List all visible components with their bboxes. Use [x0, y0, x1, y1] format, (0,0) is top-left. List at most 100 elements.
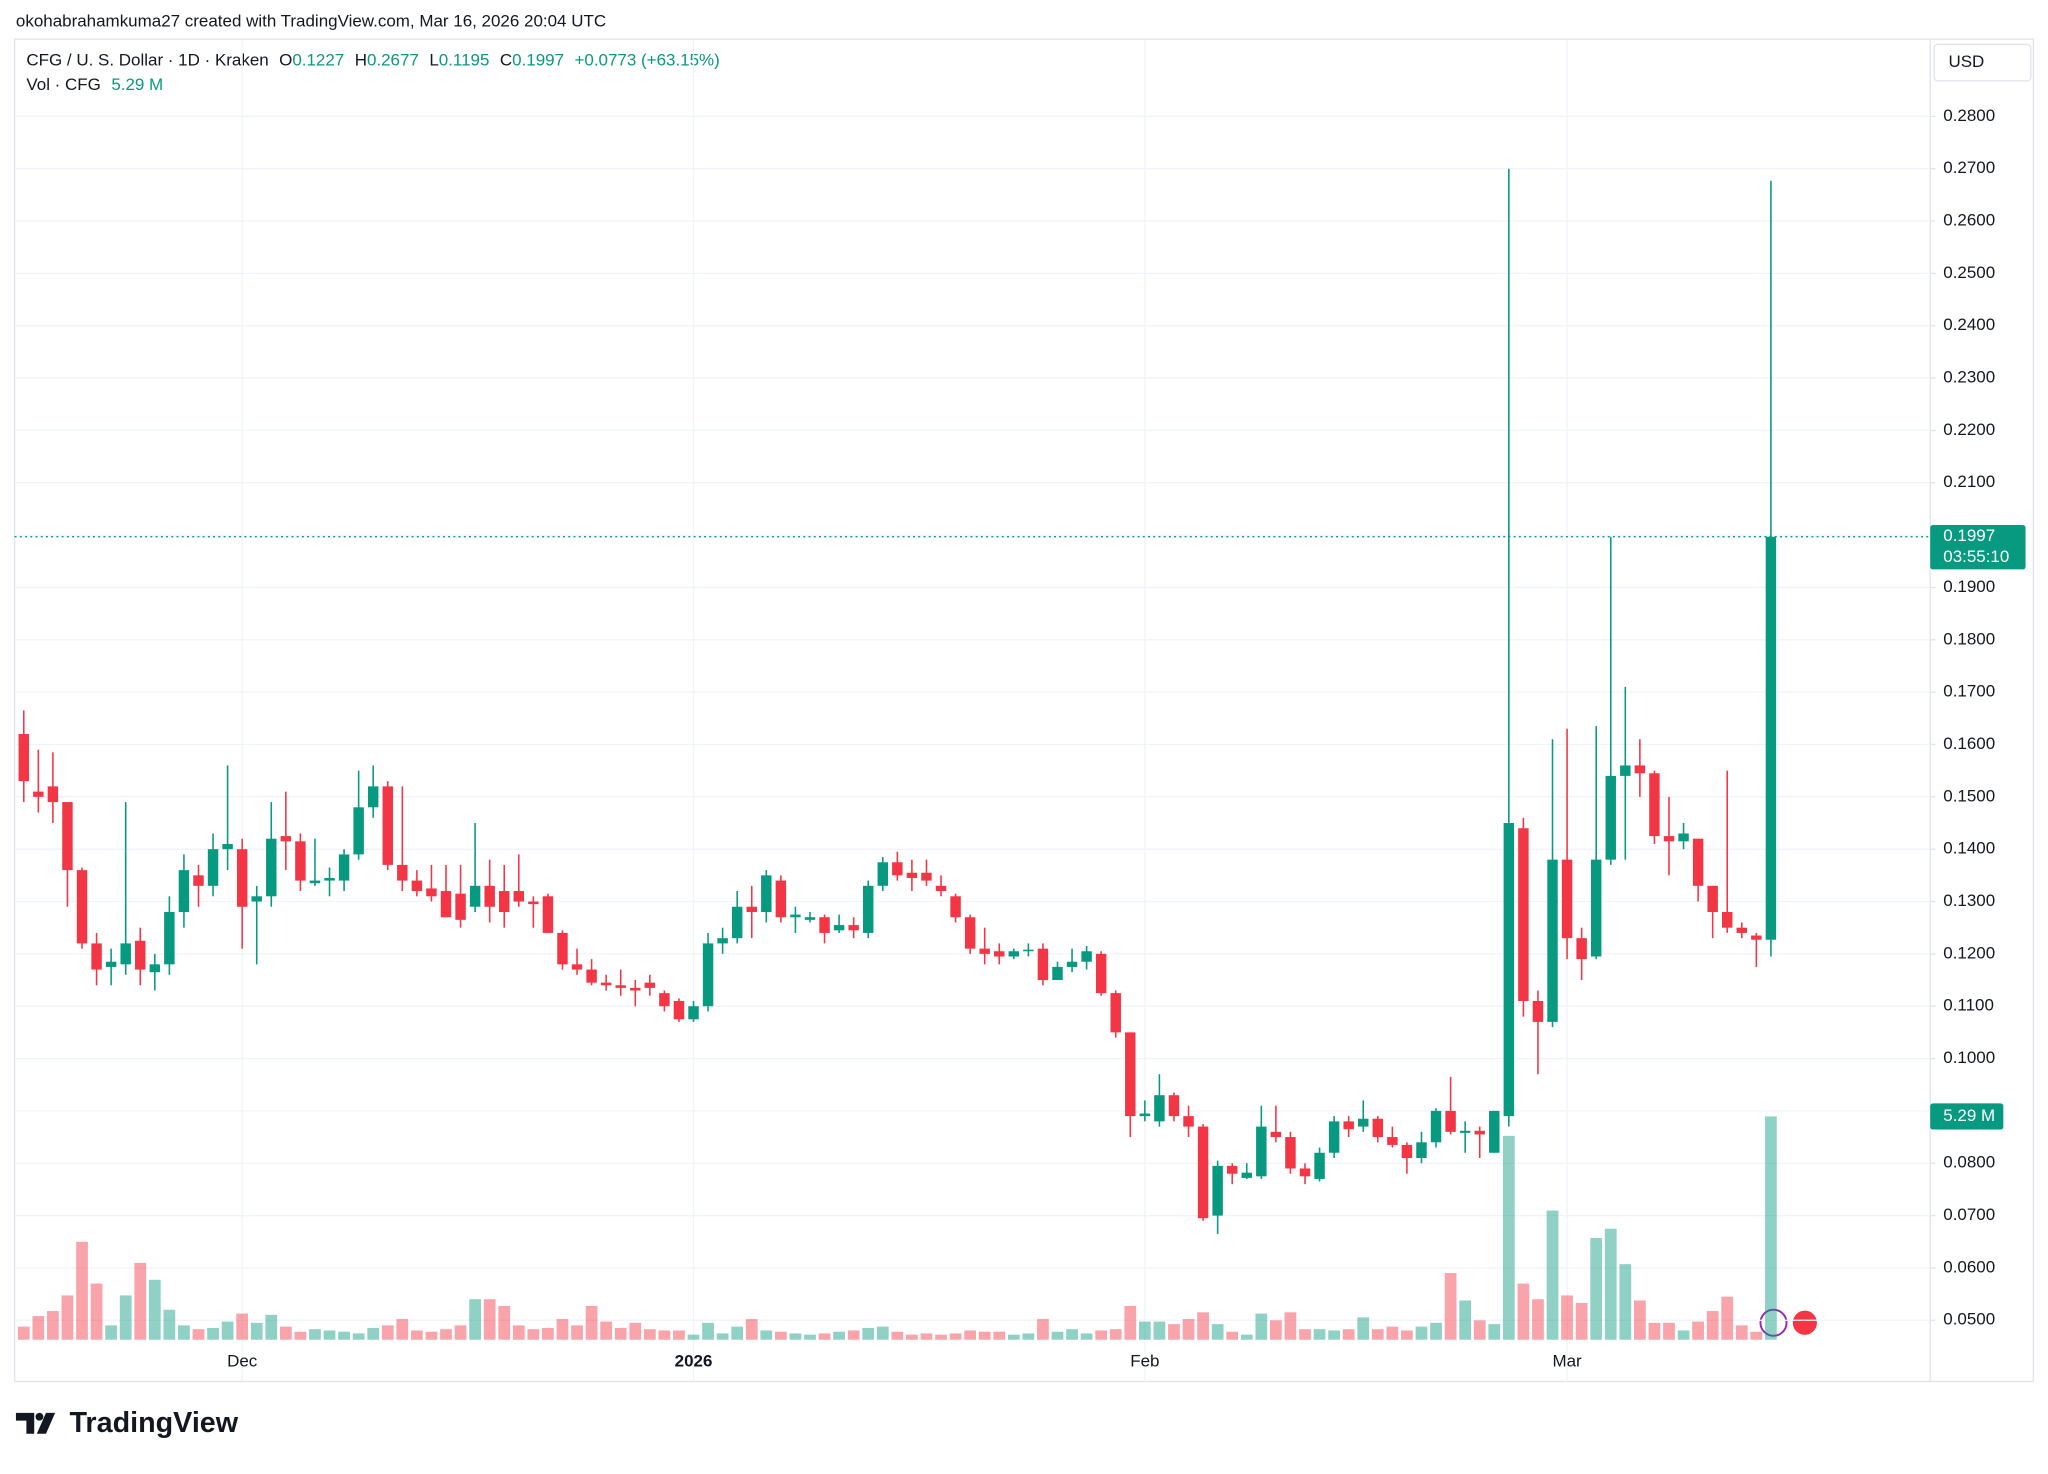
high-value: 0.2677	[367, 51, 419, 70]
candle-body	[921, 872, 932, 881]
ohlc-letter: C	[500, 51, 512, 70]
x-tick-label: Mar	[1552, 1351, 1582, 1370]
candle-body	[120, 943, 131, 965]
candle-body	[397, 864, 408, 881]
candle-body	[455, 893, 466, 920]
volume-bar	[804, 1334, 816, 1340]
volume-bar	[294, 1331, 307, 1340]
candle-body	[1066, 961, 1078, 967]
low-value: 0.1195	[439, 51, 490, 70]
volume-bar	[993, 1331, 1006, 1340]
candle-body	[848, 925, 859, 931]
volume-bar	[47, 1311, 59, 1340]
candle-body	[193, 875, 204, 886]
candle-body	[702, 943, 714, 1007]
candle-body	[1576, 938, 1587, 960]
volume-bar	[309, 1329, 321, 1340]
volume-value: 5.29 M	[111, 76, 163, 95]
volume-bar	[90, 1283, 103, 1340]
volume-bar	[396, 1319, 409, 1340]
volume-bar	[1211, 1324, 1224, 1340]
candle-body	[790, 914, 801, 918]
y-tick-label: 0.2800	[1943, 106, 1995, 125]
last-price-label: 0.1997	[1943, 526, 1995, 545]
volume-bar	[221, 1321, 234, 1340]
volume-bar	[760, 1330, 773, 1340]
logo-text: TradingView	[69, 1407, 238, 1439]
event-icon[interactable]	[1759, 1308, 1788, 1337]
volume-bar	[411, 1330, 423, 1340]
candle-body	[47, 786, 59, 803]
volume-bar	[148, 1279, 161, 1340]
candle-body	[280, 836, 292, 842]
candle-body	[1751, 935, 1762, 940]
y-tick-label: 0.1600	[1943, 734, 1995, 753]
candle-body	[673, 1000, 685, 1020]
volume-bar	[1095, 1330, 1108, 1340]
volume-bar	[585, 1305, 598, 1340]
volume-bar	[1750, 1331, 1763, 1340]
candle-body	[1503, 823, 1515, 1117]
legend-main: CFG / U. S. Dollar · 1D · Kraken O0.1227 H…	[26, 51, 719, 70]
candle-body	[746, 906, 757, 912]
y-tick-label: 0.0500	[1943, 1310, 1995, 1329]
candle-body	[1241, 1172, 1252, 1178]
volume-bar	[32, 1316, 45, 1340]
volume-bar	[1517, 1283, 1530, 1340]
volume-bar	[1182, 1319, 1195, 1340]
volume-bar	[381, 1325, 394, 1340]
y-tick-label: 0.2400	[1943, 315, 1995, 334]
candle-body	[1110, 993, 1121, 1033]
volume-bar	[1138, 1321, 1151, 1340]
candle-body	[1678, 833, 1689, 842]
candle-body	[1736, 927, 1748, 933]
y-tick-label: 0.2100	[1943, 472, 1995, 491]
candle-body	[1722, 911, 1733, 928]
volume-bar	[279, 1326, 292, 1340]
candle-body	[1561, 859, 1573, 939]
candle-body	[207, 849, 219, 886]
y-tick-label: 0.1400	[1943, 839, 1995, 858]
volume-bar	[731, 1326, 744, 1340]
candle-body	[935, 885, 947, 892]
candle-body	[236, 849, 248, 907]
ohlc-letter: L	[429, 51, 438, 70]
candle-body	[499, 891, 510, 912]
candle-body	[804, 917, 816, 920]
candle-body	[440, 891, 452, 918]
volume-bar	[1313, 1329, 1326, 1340]
volume-bar	[469, 1299, 481, 1340]
volume-bar	[1735, 1325, 1748, 1340]
chart-frame	[13, 38, 2035, 1383]
volume-bar	[1328, 1330, 1340, 1340]
currency[interactable]: USD	[1948, 52, 1984, 71]
candle-body	[1125, 1032, 1136, 1117]
candle-body	[542, 896, 554, 933]
chart-title: CFG / U. S. Dollar · 1D · Kraken	[26, 51, 268, 70]
candle-body	[1605, 775, 1616, 860]
volume-bar	[1444, 1273, 1457, 1340]
candle-body	[266, 838, 277, 897]
volume-bar	[440, 1329, 452, 1340]
volume-bar	[323, 1330, 336, 1340]
volume-bar	[1765, 1116, 1777, 1340]
candle-body	[717, 938, 728, 944]
candle-body	[513, 891, 525, 902]
logo: TradingView	[15, 1407, 239, 1439]
volume-bar	[1342, 1329, 1355, 1340]
volume-bar	[17, 1326, 30, 1340]
volume-bar	[352, 1333, 365, 1340]
volume-bar	[1240, 1334, 1253, 1340]
candle-body	[135, 940, 146, 970]
volume-bar	[1648, 1322, 1661, 1340]
candle-body	[1459, 1130, 1471, 1133]
volume-bar	[1473, 1320, 1486, 1340]
candle-body	[833, 925, 845, 931]
volume-bar	[1706, 1311, 1719, 1340]
candle-body	[1139, 1113, 1151, 1117]
flag-icon[interactable]	[1790, 1308, 1819, 1337]
currency-button[interactable]	[1933, 43, 2032, 82]
volume-bar	[61, 1295, 74, 1340]
candle-body	[1663, 836, 1675, 842]
